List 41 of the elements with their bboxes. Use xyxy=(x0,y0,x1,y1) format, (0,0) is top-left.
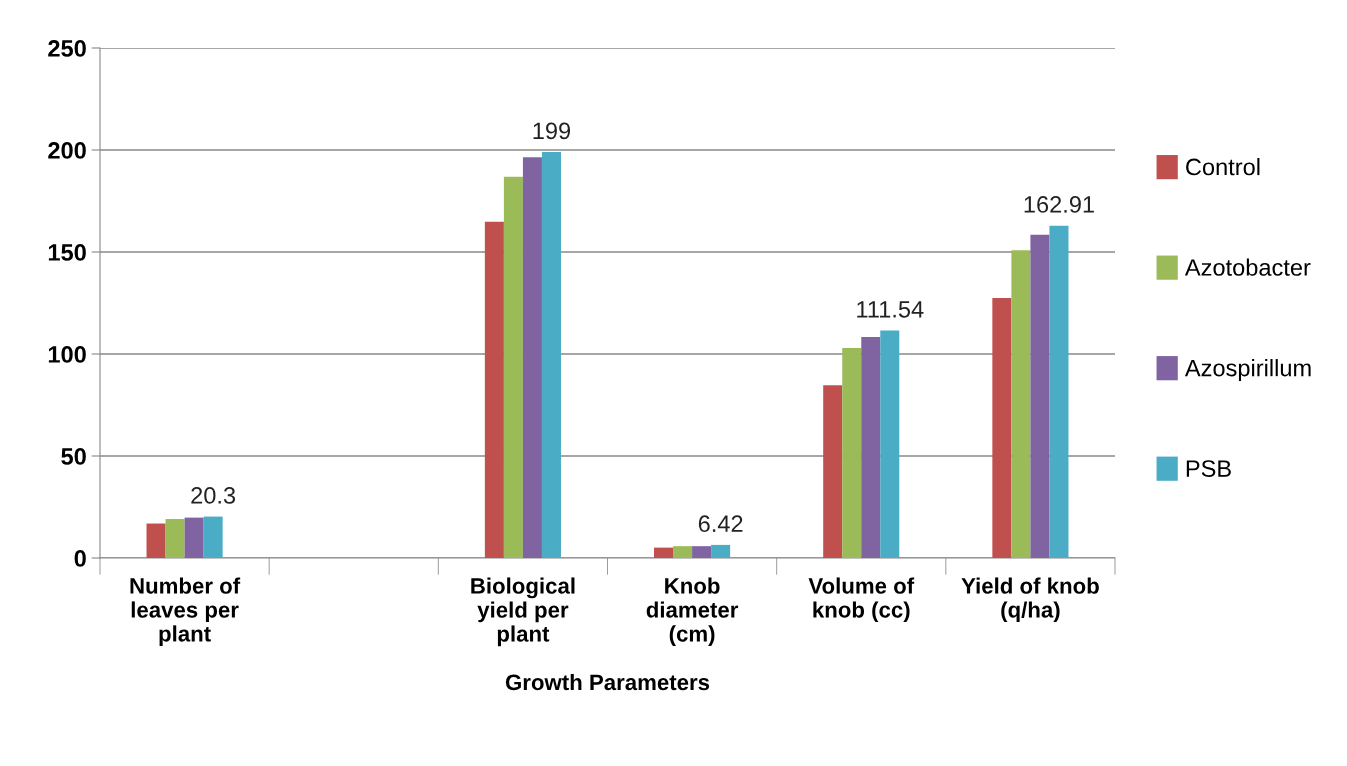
y-tick-label: 100 xyxy=(48,346,86,363)
legend-label: PSB xyxy=(1186,460,1231,477)
bar xyxy=(1011,250,1031,558)
bar xyxy=(823,385,843,558)
bar xyxy=(880,330,900,558)
data-label: 162.91 xyxy=(1024,196,1094,213)
data-label: 6.42 xyxy=(698,515,743,533)
y-tick-label: 150 xyxy=(48,244,86,261)
x-tick-label: Volume of knob (cc) xyxy=(808,577,915,623)
bar xyxy=(541,152,561,558)
bar xyxy=(165,519,185,558)
bar xyxy=(992,298,1012,558)
bar xyxy=(842,347,862,558)
x-tick-label: Knob diameter (cm) xyxy=(646,577,739,647)
data-label: 111.54 xyxy=(857,301,924,318)
bar xyxy=(1049,225,1069,558)
bar xyxy=(503,176,523,558)
bar xyxy=(692,546,712,558)
x-tick-label: Yield of knob (q/ha) xyxy=(961,577,1099,623)
legend-label: Control xyxy=(1186,157,1260,176)
y-tick-label: 200 xyxy=(48,142,86,159)
x-axis-title: Growth Parameters xyxy=(505,673,710,691)
y-tick-label: 0 xyxy=(74,550,86,567)
bar xyxy=(522,157,542,558)
y-tick-label: 250 xyxy=(48,40,86,57)
y-tick-label: 50 xyxy=(61,448,86,465)
bar xyxy=(861,337,881,558)
bar xyxy=(184,517,204,558)
bar xyxy=(654,547,674,558)
bar xyxy=(484,221,504,558)
data-label: 199 xyxy=(533,122,571,140)
bar xyxy=(203,516,223,558)
legend-label: Azospirillum xyxy=(1184,359,1311,382)
legend-label: Azotobacter xyxy=(1184,258,1311,276)
bar xyxy=(146,523,166,558)
bar xyxy=(673,546,693,558)
data-label: 20.3 xyxy=(191,487,236,504)
bar xyxy=(1030,234,1050,558)
bar xyxy=(711,544,731,558)
x-tick-label: Biological yield per plant xyxy=(471,577,575,647)
x-tick-label: Number of leaves per plant xyxy=(130,577,241,647)
